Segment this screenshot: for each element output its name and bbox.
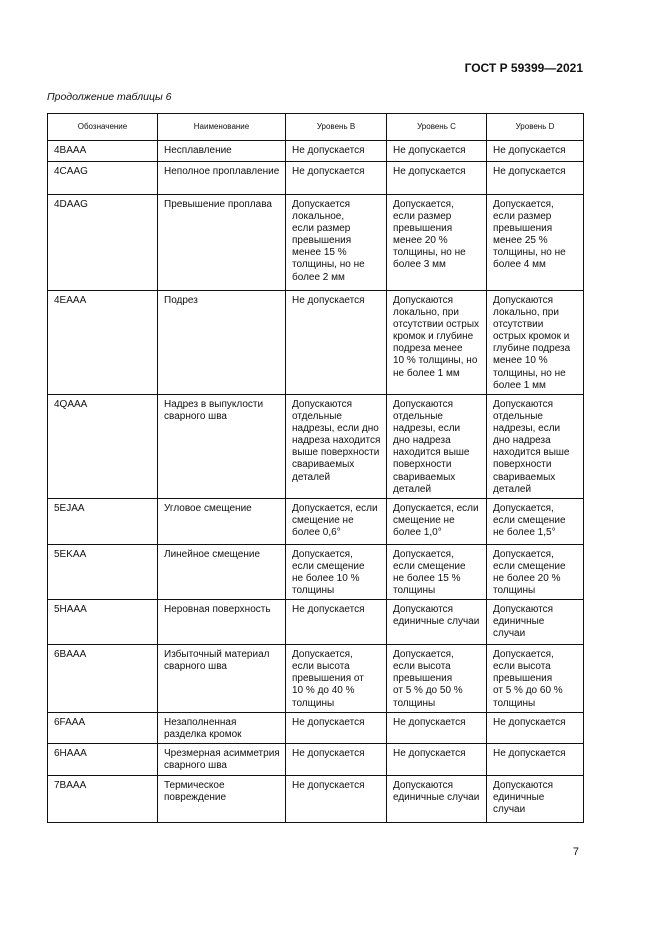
table-cell: 4BAAA (47, 140, 158, 162)
table-cell: Угловое смещение (157, 497, 286, 545)
table-cell: Не допускается (386, 161, 487, 195)
table-row: 4DAAG Превышение проплава Допускается лока… (47, 194, 584, 291)
table-cell: Не допускается (285, 140, 387, 162)
table-cell: Допускается, если высота превышения от 5… (386, 644, 487, 714)
table-cell: Допускаются единичные случаи (486, 599, 584, 646)
page-number: 7 (572, 846, 579, 858)
table-cell: Допускается, если размер превышения мене… (486, 194, 584, 291)
table-cell: Неполное проплавление (157, 161, 286, 195)
table-row: 4BAAA Несплавление Не допускается Не допуск… (47, 140, 584, 162)
column-header: Уровень B (285, 113, 387, 141)
table-cell: Не допускается (285, 712, 387, 745)
table-caption: Продолжение таблицы 6 (47, 91, 172, 103)
table-cell: Не допускается (285, 743, 387, 776)
table-cell: Не допускается (386, 743, 487, 776)
document-id: ГОСТ Р 59399—2021 (464, 61, 583, 75)
table-row: 5EKAA Линейное смещение Допускается, если … (47, 543, 584, 601)
table-cell: Допускается, если смещение не более 1,0° (386, 497, 487, 545)
table-cell: Не допускается (285, 161, 387, 195)
table-cell: Допускаются отдельные надрезы, если дно … (285, 394, 387, 499)
table-cell: Допускаются локально, при отсутствии ост… (486, 290, 584, 395)
table-cell: 6FAAA (47, 712, 158, 745)
table-cell: Не допускается (486, 140, 584, 162)
table-cell: Допускается, если смещение не более 20 %… (486, 543, 584, 601)
table-cell: Надрез в выпуклости сварного шва (157, 394, 286, 499)
table-cell: 5EJAA (47, 497, 158, 545)
column-header: Обозначение (47, 113, 158, 141)
table-cell: 4EAAA (47, 290, 158, 395)
table-cell: Допускается, если размер превышения мене… (386, 194, 487, 291)
table-cell: Несплавление (157, 140, 286, 162)
table-row: 5HAAA Неровная поверхность Не допускается Д… (47, 599, 584, 646)
table-cell: Не допускается (285, 599, 387, 646)
table-cell: 6BAAA (47, 644, 158, 714)
column-header: Уровень D (486, 113, 584, 141)
table-cell: 4QAAA (47, 394, 158, 499)
table-cell: Допускаются единичные случаи (486, 774, 584, 823)
table-row: 5EJAA Угловое смещение Допускается, если с… (47, 497, 584, 545)
table-cell: Допускается локальное, если размер превы… (285, 194, 387, 291)
table-cell: Термическое повреждение (157, 774, 286, 823)
table-row: 4CAAG Неполное проплавление Не допускается… (47, 161, 584, 195)
table-cell: Допускается, если смещение не более 15 %… (386, 543, 487, 601)
column-header: Наименование (157, 113, 286, 141)
table-cell: Не допускается (486, 743, 584, 776)
table-cell: Допускается, если смещение не более 0,6° (285, 497, 387, 545)
table-cell: 7BAAA (47, 774, 158, 823)
table-cell: 5HAAA (47, 599, 158, 646)
table-header-row: Обозначение Наименование Уровень B Уровень … (47, 113, 584, 141)
table-cell: Допускается, если высота превышения от 5… (486, 644, 584, 714)
table-cell: Не допускается (285, 774, 387, 823)
table-cell: Допускаются отдельные надрезы, если дно … (386, 394, 487, 499)
table-cell: 4CAAG (47, 161, 158, 195)
table-row: 4QAAA Надрез в выпуклости сварного шва Доп… (47, 394, 584, 499)
table-cell: Не допускается (285, 290, 387, 395)
table-row: 6BAAA Избыточный материал сварного шва Доп… (47, 644, 584, 714)
table-cell: 6HAAA (47, 743, 158, 776)
table-cell: 4DAAG (47, 194, 158, 291)
table-cell: Избыточный материал сварного шва (157, 644, 286, 714)
table-cell: Чрезмерная асимметрия сварного шва (157, 743, 286, 776)
column-header: Уровень C (386, 113, 487, 141)
table-cell: Допускается, если смещение не более 10 %… (285, 543, 387, 601)
table-cell: Незаполненная разделка кромок (157, 712, 286, 745)
table-cell: Допускается, если смещение не более 1,5° (486, 497, 584, 545)
table-row: 6FAAA Незаполненная разделка кромок Не доп… (47, 712, 584, 745)
table-cell: Допускаются отдельные надрезы, если дно … (486, 394, 584, 499)
table-cell: Не допускается (386, 140, 487, 162)
table-row: 7BAAA Термическое повреждение Не допускает… (47, 774, 584, 823)
table-cell: Допускается, если высота превышения от 1… (285, 644, 387, 714)
table-cell: 5EKAA (47, 543, 158, 601)
table-cell: Допускаются единичные случаи (386, 774, 487, 823)
table-cell: Линейное смещение (157, 543, 286, 601)
table-cell: Превышение проплава (157, 194, 286, 291)
table-cell: Не допускается (486, 712, 584, 745)
table-cell: Допускаются единичные случаи (386, 599, 487, 646)
table-cell: Не допускается (386, 712, 487, 745)
table-cell: Не допускается (486, 161, 584, 195)
table-row: 4EAAA Подрез Не допускается Допускаются лок… (47, 290, 584, 395)
table-cell: Допускаются локально, при отсутствии ост… (386, 290, 487, 395)
defects-table: Обозначение Наименование Уровень B Уровень … (47, 113, 584, 823)
table-cell: Подрез (157, 290, 286, 395)
table-row: 6HAAA Чрезмерная асимметрия сварного шва Н… (47, 743, 584, 776)
table-cell: Неровная поверхность (157, 599, 286, 646)
